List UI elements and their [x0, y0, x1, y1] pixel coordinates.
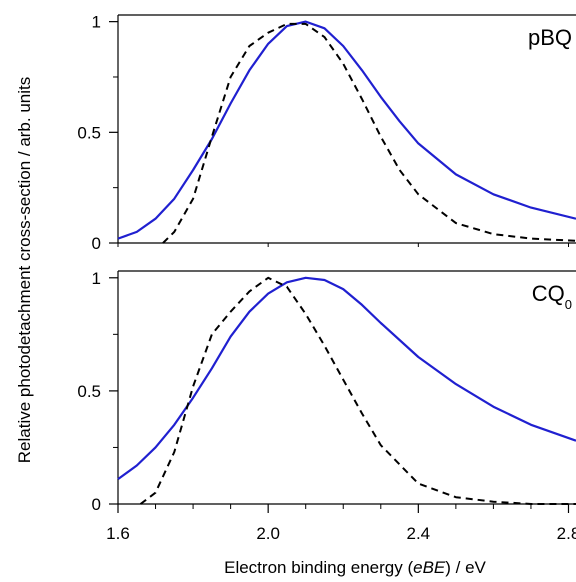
- panel-label: pBQ: [528, 25, 572, 50]
- y-tick-label: 1: [92, 13, 101, 32]
- series-line-dashed: [139, 276, 576, 505]
- y-tick-label: 0.5: [77, 123, 101, 142]
- x-tick-label: 2.4: [407, 524, 431, 543]
- y-tick-label: 0.5: [77, 382, 101, 401]
- y-tick-label: 0: [92, 234, 101, 253]
- x-tick-label: 2.8: [557, 524, 576, 543]
- x-axis-title-part: Electron binding energy (: [224, 558, 413, 577]
- y-tick-label: 0: [92, 495, 101, 514]
- series-line-solid: [117, 276, 576, 480]
- x-axis-title-italic: eBE: [413, 558, 446, 577]
- y-tick-label: 1: [92, 269, 101, 288]
- panel-label-main: pBQ: [528, 25, 572, 50]
- panel-label: CQ0: [532, 281, 572, 312]
- y-axis-title: Relative photodetachment cross-section /…: [15, 77, 34, 463]
- panel-label-subscript: 0: [565, 297, 572, 312]
- series-line-dashed: [162, 22, 576, 244]
- x-axis-title: Electron binding energy (eBE) / eV: [224, 558, 486, 577]
- x-tick-label: 1.6: [106, 524, 130, 543]
- series-line-solid: [117, 20, 576, 240]
- panel-label-main: CQ: [532, 281, 565, 306]
- panel-1: 0 0.5 1 pBQ: [77, 13, 576, 253]
- x-tick-label: 2.0: [256, 524, 280, 543]
- x-axis-title-part: ) / eV: [445, 558, 486, 577]
